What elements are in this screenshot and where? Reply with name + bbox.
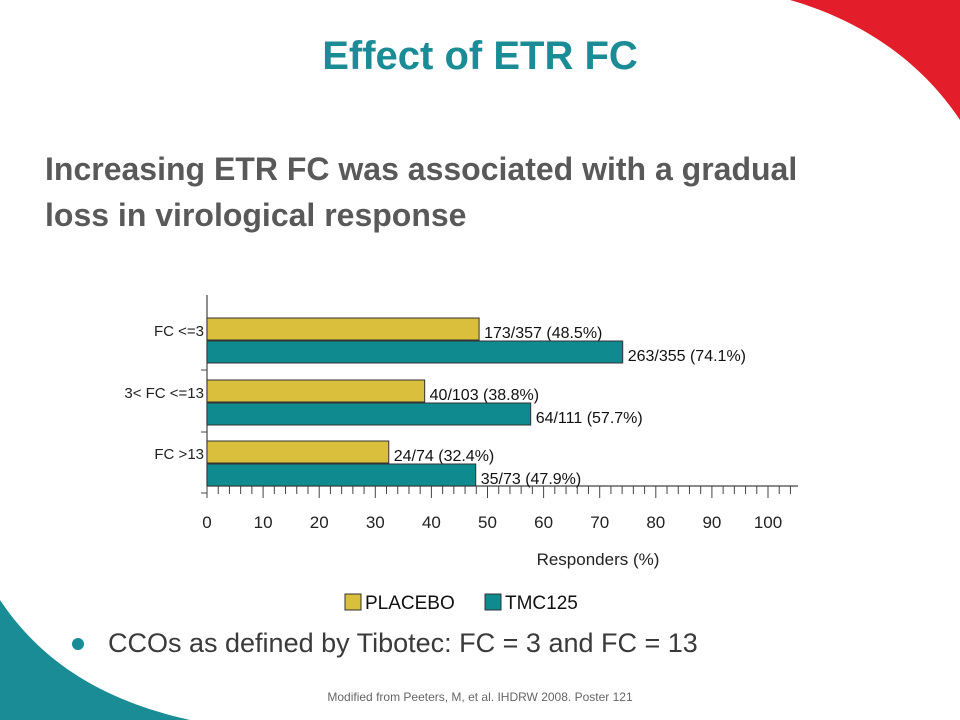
bar-value-label: 173/357 (48.5%) [484,325,602,342]
teal-corner-shape [0,600,190,720]
bullet-dot-icon [72,637,84,650]
bar-placebo [206,379,426,403]
category-label: FC >13 [154,446,204,463]
bar-placebo [206,317,480,341]
footnote: Modified from Peeters, M, et al. IHDRW 2… [327,690,633,704]
category-label: FC <=3 [154,323,204,340]
x-tick-label: 40 [422,513,441,532]
bar-value-label: 24/74 (32.4%) [394,448,495,465]
bar-value-label: 64/111 (57.7%) [536,410,643,427]
x-tick-label: 50 [478,513,497,532]
x-tick-label: 30 [366,513,385,532]
x-tick-label: 60 [534,513,553,532]
bar-tmc125 [206,340,624,364]
bar-value-label: 35/73 (47.9%) [481,471,582,488]
x-axis-label: Responders (%) [537,550,660,569]
x-tick-label: 100 [754,513,782,532]
bullet-point: CCOs as defined by Tibotec: FC = 3 and F… [72,628,698,659]
bar-placebo [206,440,390,464]
legend-swatch [484,593,502,611]
page-title: Effect of ETR FC [322,34,638,78]
x-tick-label: 20 [310,513,329,532]
legend-label: PLACEBO [365,593,455,614]
slide-subtitle: Increasing ETR FC was associated with a … [45,151,798,233]
category-label: 3< FC <=13 [124,385,204,402]
legend-swatch [344,593,362,611]
x-tick-label: 10 [254,513,273,532]
legend-label: TMC125 [505,593,578,614]
bar-value-label: 263/355 (74.1%) [628,348,746,365]
bar-value-label: 40/103 (38.8%) [430,387,539,404]
bullet-text: CCOs as defined by Tibotec: FC = 3 and F… [108,628,698,658]
x-tick-label: 80 [646,513,665,532]
bar-tmc125 [206,402,532,426]
bar-tmc125 [206,463,477,487]
x-tick-label: 90 [702,513,721,532]
x-tick-label: 0 [202,513,211,532]
red-corner-shape [790,0,960,120]
x-tick-label: 70 [590,513,609,532]
